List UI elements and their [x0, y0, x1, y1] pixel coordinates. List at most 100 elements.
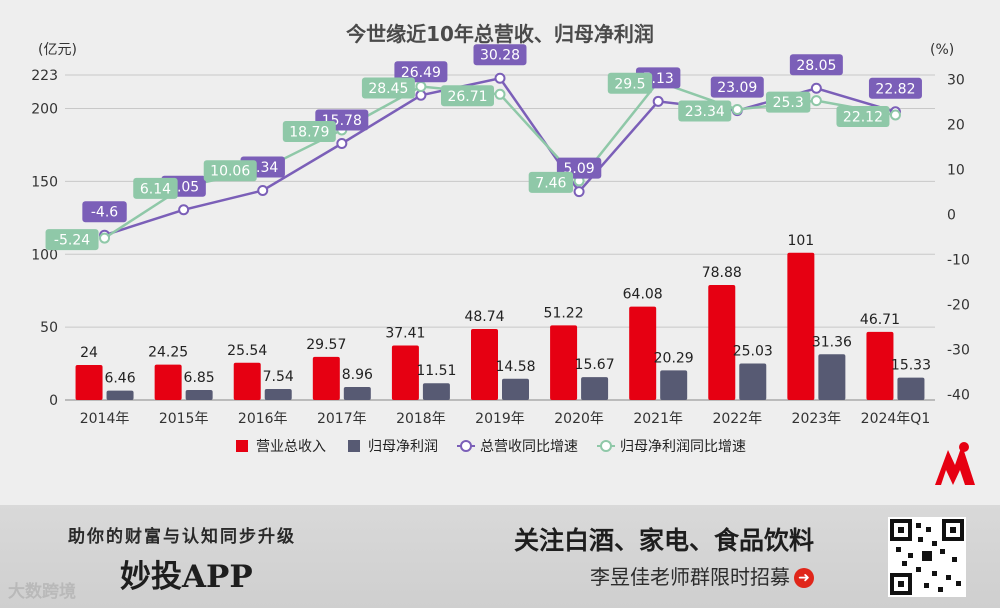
bar-revenue: [471, 328, 498, 400]
line-data-label: 18.79: [289, 124, 329, 140]
bar-data-label: 15.67: [575, 357, 615, 373]
left-axis-unit: (亿元): [38, 42, 77, 58]
line-data-label: 26.71: [447, 89, 487, 105]
line-point: [178, 204, 190, 216]
bar-revenue: [312, 356, 340, 400]
bar-profit: [502, 378, 529, 400]
line-data-label: 22.82: [875, 81, 915, 97]
bar-profit: [581, 377, 609, 400]
y-right-tick-label: -20: [947, 298, 970, 314]
bar-data-label: 7.54: [263, 369, 294, 385]
y-left-tick-label: 0: [49, 393, 58, 409]
legend-label: 归母净利润: [368, 438, 438, 455]
line-data-label: 7.46: [535, 175, 566, 191]
line-label-box: [678, 100, 732, 122]
y-right-tick-label: -30: [947, 343, 970, 359]
y-left-tick-label: 150: [31, 174, 58, 190]
y-right-tick-label: 10: [947, 163, 965, 179]
line-label-box: [868, 77, 922, 99]
line-data-label: 10.06: [210, 164, 250, 180]
line-data-label: -4.6: [91, 205, 118, 221]
bar-data-label: 64.08: [623, 287, 663, 303]
x-tick-label: 2021年: [633, 411, 683, 427]
bar-revenue: [629, 306, 657, 400]
footer-follow-text: 关注白酒、家电、食品饮料: [514, 526, 815, 555]
chart-title: 今世缘近10年总营收、归母净利润: [346, 22, 654, 46]
x-tick-label: 2015年: [159, 411, 209, 427]
bar-data-label: 8.96: [342, 367, 373, 383]
bar-data-label: 24.25: [148, 345, 188, 361]
bar-revenue: [391, 345, 419, 400]
y-left-tick-label: 200: [31, 102, 58, 118]
bar-profit: [660, 370, 688, 400]
bar-data-label: 25.03: [733, 344, 773, 360]
line-point: [810, 82, 822, 94]
bar-profit: [897, 377, 925, 400]
line-label-box: [607, 72, 653, 94]
bar-data-label: 37.41: [385, 325, 425, 341]
bar-data-label: 6.46: [104, 371, 135, 387]
y-right-tick-label: 20: [947, 118, 965, 134]
line-label-box: [765, 91, 811, 113]
line-point: [336, 137, 348, 149]
line-label-box: [710, 76, 764, 98]
line-label-box: [441, 85, 494, 107]
legend-marker: [460, 440, 472, 452]
x-tick-label: 2023年: [792, 411, 842, 427]
line-label-box: [361, 77, 415, 99]
line-point: [99, 232, 111, 244]
bar-data-label: 11.51: [416, 363, 456, 379]
bar-revenue: [75, 365, 103, 400]
line-data-label: 26.49: [401, 65, 441, 81]
line-point: [494, 88, 506, 100]
line-point: [652, 95, 664, 107]
legend-marker: [600, 440, 612, 452]
footer-app-name[interactable]: 妙投APP: [120, 559, 253, 595]
line-point: [494, 72, 506, 84]
y-left-tick-label: 223: [31, 68, 58, 84]
bar-profit: [739, 363, 767, 400]
line-data-label: 28.45: [368, 81, 408, 97]
bar-profit: [106, 390, 134, 400]
y-left-tick-label: 50: [40, 320, 58, 336]
arrow-right-icon: ➜: [794, 568, 814, 588]
x-tick-label: 2019年: [475, 411, 525, 427]
line-point: [573, 186, 585, 198]
qr-code[interactable]: [888, 517, 966, 597]
bar-data-label: 51.22: [544, 305, 584, 321]
x-tick-label: 2022年: [712, 411, 762, 427]
bar-profit: [185, 390, 213, 400]
line-label-box: [282, 120, 336, 142]
footer-slogan: 助你的财富与认知同步升级: [68, 527, 296, 547]
x-tick-label: 2024年Q1: [861, 411, 931, 427]
line-label-box: [133, 177, 178, 199]
line-data-label: 6.14: [140, 181, 171, 197]
legend-label: 归母净利润同比增速: [620, 438, 746, 455]
line-point: [731, 103, 743, 115]
bar-data-label: 6.85: [184, 370, 215, 386]
y-right-tick-label: 0: [947, 208, 956, 224]
legend-swatch: [236, 440, 248, 452]
x-tick-label: 2018年: [396, 411, 446, 427]
line-label-box: [82, 201, 127, 223]
bar-revenue: [154, 364, 182, 400]
line-data-label: 23.34: [685, 104, 725, 120]
line-label-box: [203, 160, 257, 182]
legend-swatch: [348, 440, 360, 452]
y-left-tick-label: 100: [31, 247, 58, 263]
qr-code-icon: [890, 519, 964, 595]
x-tick-label: 2014年: [80, 411, 130, 427]
footer-recruit-text: 李昱佳老师群限时招募: [590, 565, 790, 589]
line-point: [415, 89, 427, 101]
x-tick-label: 2016年: [238, 411, 288, 427]
line-point: [810, 95, 822, 107]
line-data-label: 28.05: [796, 58, 836, 74]
legend-label: 总营收同比增速: [480, 439, 578, 455]
promo-footer: 助你的财富与认知同步升级 妙投APP 关注白酒、家电、食品饮料 李昱佳老师群限时…: [0, 505, 1000, 608]
bar-revenue: [708, 285, 736, 400]
x-tick-label: 2020年: [554, 411, 604, 427]
line-point: [415, 80, 427, 92]
footer-recruit-link[interactable]: 李昱佳老师群限时招募 ➜: [590, 561, 814, 590]
line-label-box: [473, 44, 527, 66]
bar-data-label: 24: [80, 345, 98, 361]
